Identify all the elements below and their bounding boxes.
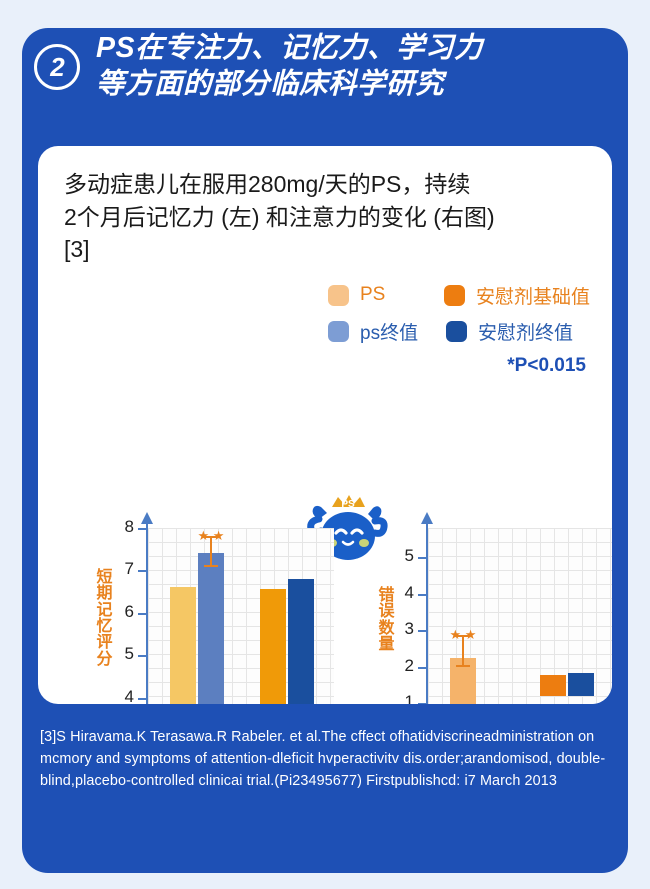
p-value-note: *P<0.015 [507,355,586,376]
legend-label-placebo-final: 安慰剂终值 [478,322,574,344]
chart-right-ytick-4: 4 [376,583,426,602]
chart-left-ytick-label: 6 [124,601,134,621]
legend-label-placebo-baseline: 安慰剂基础值 [475,286,590,308]
chart-left-ylabel: 短期记忆评分 [96,569,113,668]
legend-item-placebo-final: 安慰剂终值 [446,318,573,345]
chart-left-ytick-mark [138,612,146,615]
chart-right-ytick-3: 3 [376,619,426,638]
chart-right-errorbar-cap-low [456,665,470,668]
chart-left-ytick-mark [138,528,146,530]
chart-right-ytick-2: 2 [376,656,426,675]
chart-left-y-ticks: 876543 [96,517,146,704]
chart-right-y-axis-arrow [421,512,433,524]
chart-left-ytick-label: 4 [124,686,134,704]
chart-right-ytick-label: 4 [404,582,414,602]
legend-item-ps-final: ps终值 [328,318,446,345]
chart-right-ytick-mark [418,593,426,596]
chart-legend: PS 安慰剂基础值 ps终值 安慰剂终值 *P<0.015 [328,277,590,376]
legend-swatch-ps-final [328,320,349,342]
chart-left-ytick-mark [138,570,146,573]
legend-swatch-placebo-baseline [443,284,465,306]
section-number-badge: 2 [34,44,80,90]
chart-left-ytick-4: 4 [96,687,146,704]
chart-short-term-memory: 短期记忆评分 876543 ★ ★ 短期记忆力 [96,512,346,704]
chart-left-ytick-label: 5 [124,644,134,664]
chart-left-ytick-5: 5 [96,644,146,663]
legend-item-ps: PS [328,284,444,306]
chart-right-ytick-label: 3 [404,619,414,639]
chart-right-ytick-5: 5 [376,546,426,565]
chart-right-ytick-mark [418,666,426,669]
chart-left-ytick-8: 8 [96,517,146,536]
chart-left-ytick-mark [138,697,146,700]
chart-left-ytick-label: 7 [124,559,134,579]
description-text: 多动症患儿在服用280mg/天的PS，持续 2个月后记忆力 (左) 和注意力的变… [64,171,495,263]
chart-left-errorbar-cap-low [204,565,218,568]
chart-right-ytick-label: 1 [404,692,414,704]
chart-left-significance-stars: ★ ★ [197,527,225,543]
chart-right-ytick-1: 1 [376,692,426,704]
page-title: PS在专注力、记忆力、学习力 等方面的部分临床科学研究 [96,31,484,100]
chart-left-bar-3 [260,589,286,704]
chart-right-errorbar-stem [462,634,464,666]
chart-right-ytick-mark [418,557,426,560]
chart-inattention-errors: 错误数量 543210 ★ ★ 注意力不集中 [376,512,612,704]
chart-left-ytick-label: 8 [124,517,134,536]
content-card: 多动症患儿在服用280mg/天的PS，持续 2个月后记忆力 (左) 和注意力的变… [38,146,612,704]
chart-left-errorbar-cap-high [204,535,218,538]
chart-right-ytick-mark [418,630,426,633]
chart-right-bar-4 [568,673,594,697]
chart-right-ytick-mark [418,703,426,704]
chart-right-significance-stars: ★ ★ [449,626,477,642]
legend-row-1: PS 安慰剂基础值 [328,277,590,313]
legend-row-2: ps终值 安慰剂终值 [328,313,590,349]
chart-right-ytick-label: 2 [404,655,414,675]
chart-left-errorbar-stem [210,535,212,566]
footnote-citation: [3]S Hiravama.K Terasawa.R Rabeler. et a… [40,729,606,789]
chart-left-bar-1 [170,587,196,704]
chart-left-y-axis [146,522,148,704]
chart-left-bar-2 [198,552,224,704]
chart-left-ytick-6: 6 [96,602,146,621]
legend-swatch-placebo-final [446,320,467,342]
chart-right-ytick-label: 5 [404,546,414,566]
legend-item-placebo-baseline: 安慰剂基础值 [443,282,590,309]
chart-right-errorbar-cap-high [456,634,470,637]
header: 2 PS在专注力、记忆力、学习力 等方面的部分临床科学研究 [0,12,650,120]
chart-left-y-axis-arrow [141,512,153,524]
legend-label-ps-final: ps终值 [360,322,419,344]
svg-text:PS: PS [341,499,355,510]
chart-left-bar-4 [288,578,314,704]
chart-right-bar-3 [540,674,566,697]
chart-right-y-ticks: 543210 [376,522,426,704]
chart-right-y-axis [426,522,428,704]
legend-label-ps: PS [360,284,386,305]
chart-right-ylabel: 错误数量 [378,587,395,653]
chart-left-ytick-7: 7 [96,559,146,578]
legend-swatch-ps [328,284,349,306]
chart-left-ytick-mark [138,655,146,658]
section-number: 2 [50,52,65,82]
